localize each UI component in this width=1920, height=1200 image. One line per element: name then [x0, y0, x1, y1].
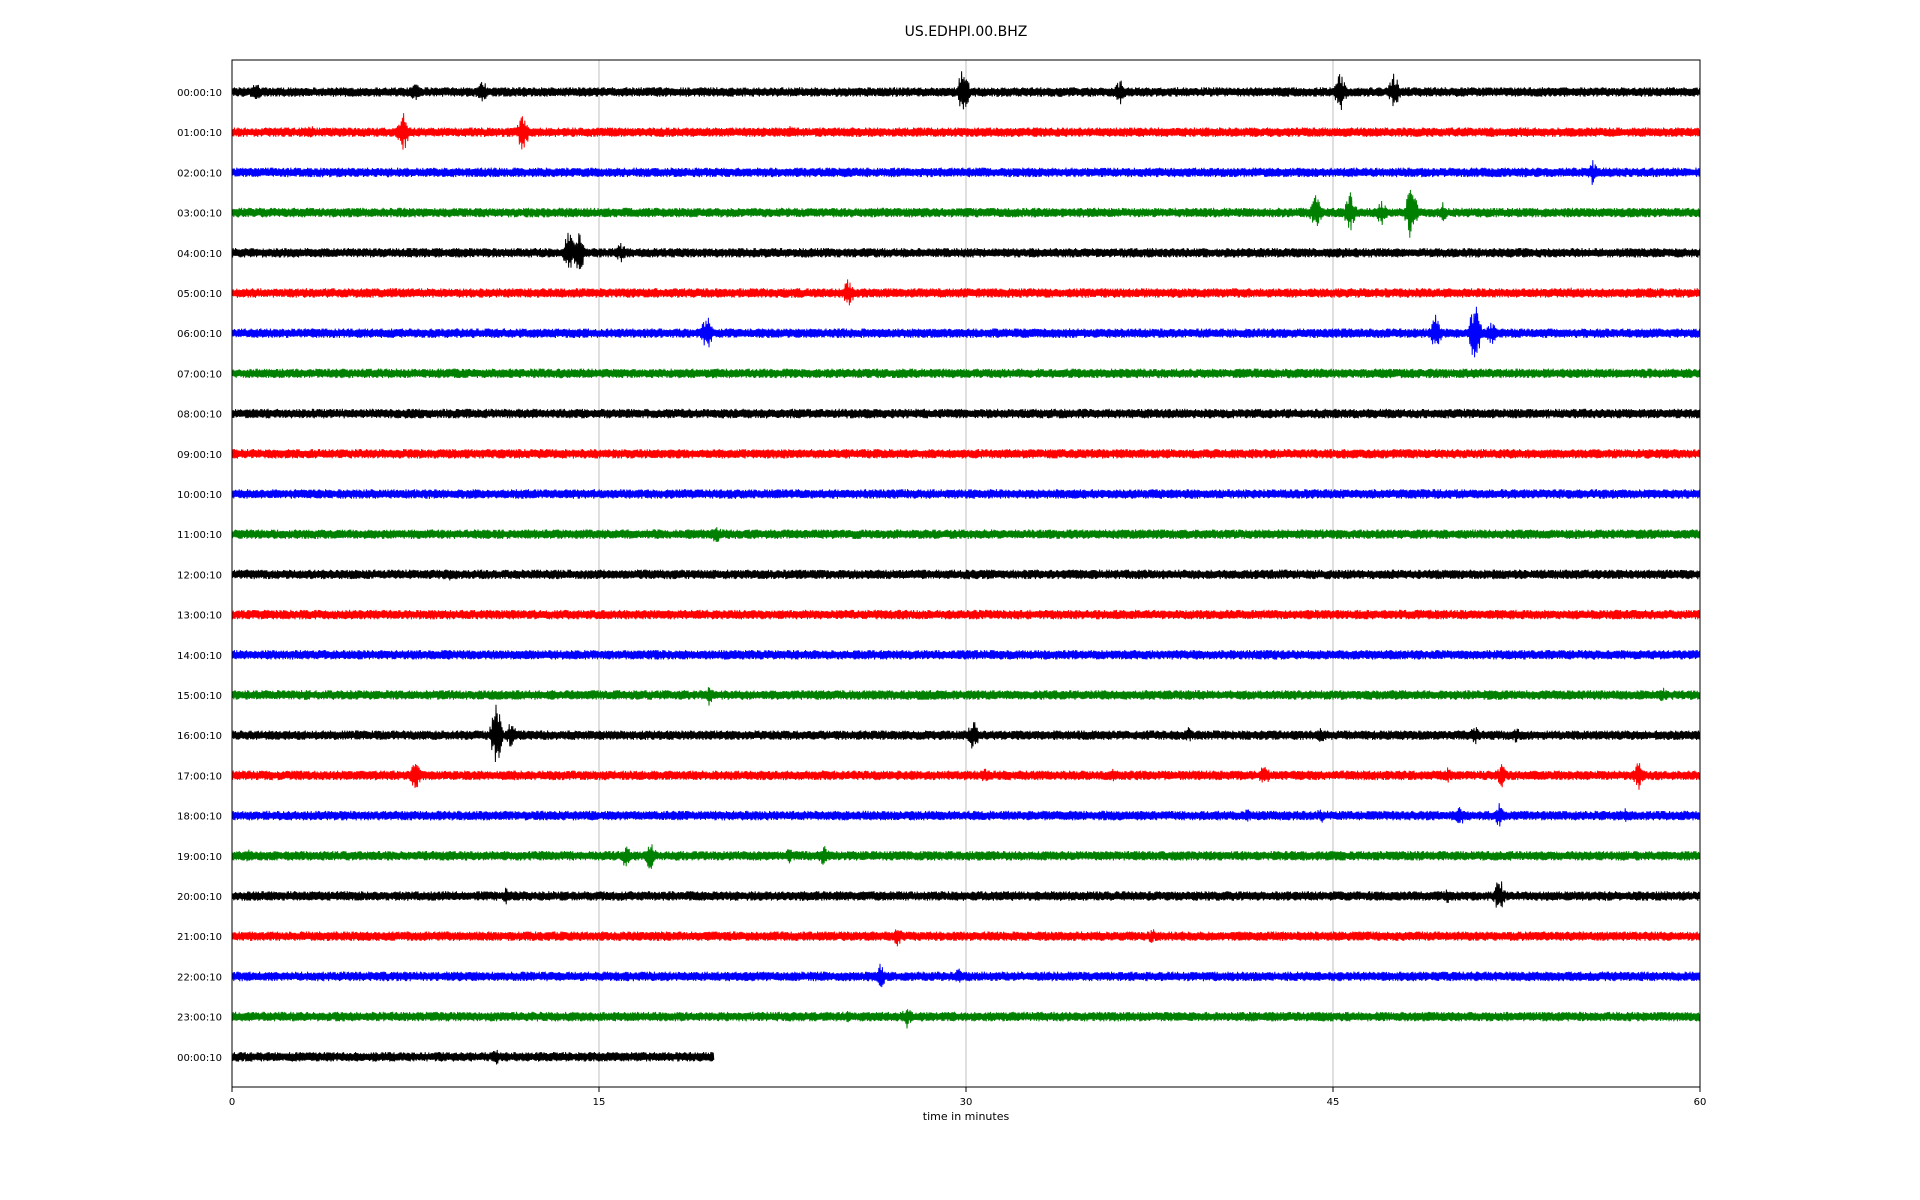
row-time-label: 10:00:10	[177, 490, 222, 501]
row-time-label: 17:00:10	[177, 771, 222, 782]
trace-line	[231, 448, 1701, 459]
x-tick-label: 60	[1694, 1097, 1707, 1108]
trace-line	[231, 803, 1701, 827]
row-time-label: 04:00:10	[177, 249, 222, 260]
row-time-label: 01:00:10	[177, 128, 222, 139]
row-time-label: 00:00:10	[177, 88, 222, 99]
x-tick-label: 30	[960, 1097, 973, 1108]
trace-line	[231, 408, 1701, 419]
trace-line	[231, 160, 1701, 185]
trace-line	[231, 527, 1701, 543]
row-time-label: 07:00:10	[177, 369, 222, 380]
row-time-label: 00:00:10	[177, 1053, 222, 1064]
x-tick-label: 15	[593, 1097, 606, 1108]
row-time-label: 20:00:10	[177, 892, 222, 903]
trace-line	[231, 929, 1701, 947]
trace-line	[231, 609, 1701, 620]
trace-line	[231, 844, 1701, 869]
row-time-label: 05:00:10	[177, 289, 222, 300]
x-axis-label: time in minutes	[923, 1110, 1010, 1123]
row-time-label: 14:00:10	[177, 651, 222, 662]
trace-line	[231, 687, 1701, 706]
trace-line	[231, 113, 1701, 150]
row-time-label: 06:00:10	[177, 329, 222, 340]
row-time-label: 02:00:10	[177, 168, 222, 179]
trace-line	[231, 763, 1701, 790]
trace-line	[231, 306, 1701, 358]
traces	[231, 71, 1701, 1065]
row-time-label: 16:00:10	[177, 731, 222, 742]
trace-line	[231, 881, 1701, 908]
row-time-label: 15:00:10	[177, 691, 222, 702]
trace-line	[231, 1049, 715, 1065]
x-tick-label: 0	[229, 1097, 235, 1108]
trace-line	[231, 489, 1701, 499]
trace-line	[231, 71, 1701, 111]
row-time-labels: 00:00:10 01:00:10 02:00:10 03:00:10 04:00:10…	[177, 88, 222, 1064]
trace-line	[231, 368, 1701, 379]
row-time-label: 13:00:10	[177, 611, 222, 622]
trace-line	[231, 569, 1701, 581]
chart-title: US.EDHPI.00.BHZ	[905, 24, 1028, 40]
row-time-label: 11:00:10	[177, 530, 222, 541]
row-time-label: 12:00:10	[177, 570, 222, 581]
trace-line	[231, 1009, 1701, 1029]
row-time-label: 18:00:10	[177, 812, 222, 823]
x-axis: 0 15 30 45 60	[229, 1087, 1707, 1108]
row-time-label: 08:00:10	[177, 410, 222, 421]
row-time-label: 23:00:10	[177, 1013, 222, 1024]
row-time-label: 19:00:10	[177, 852, 222, 863]
row-time-label: 21:00:10	[177, 932, 222, 943]
trace-line	[231, 232, 1701, 270]
trace-line	[231, 704, 1701, 763]
row-time-label: 22:00:10	[177, 972, 222, 983]
trace-line	[231, 189, 1701, 238]
x-tick-label: 45	[1327, 1097, 1340, 1108]
row-time-label: 09:00:10	[177, 450, 222, 461]
trace-line	[231, 279, 1701, 306]
trace-line	[231, 963, 1701, 988]
trace-line	[231, 649, 1701, 660]
row-time-label: 03:00:10	[177, 209, 222, 220]
